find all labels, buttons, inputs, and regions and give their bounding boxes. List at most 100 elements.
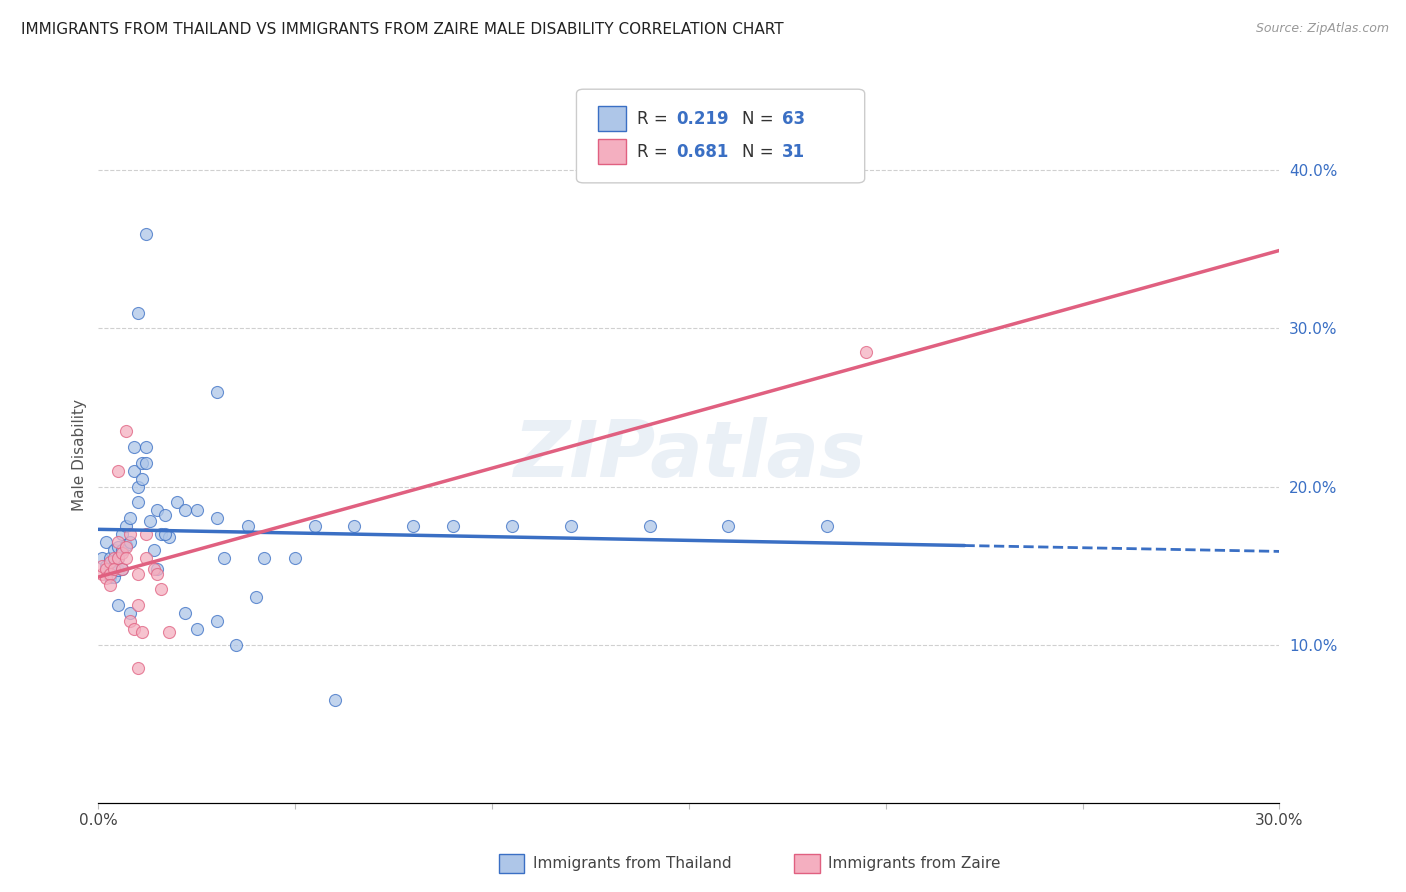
Text: R =: R = <box>637 143 673 161</box>
Text: 0.681: 0.681 <box>676 143 728 161</box>
Point <box>323 693 346 707</box>
Point <box>174 606 197 620</box>
Point <box>111 546 134 560</box>
Point <box>135 440 157 454</box>
Point <box>560 519 582 533</box>
Point <box>91 566 114 581</box>
Point <box>142 542 165 557</box>
Point <box>135 527 157 541</box>
Point <box>205 511 228 525</box>
Point <box>96 571 118 585</box>
Point <box>135 550 157 565</box>
Point <box>127 305 149 319</box>
Point <box>127 661 149 675</box>
Point <box>103 570 125 584</box>
Point <box>103 542 125 557</box>
Point <box>157 530 180 544</box>
Point <box>150 527 173 541</box>
Point <box>98 556 121 570</box>
Point <box>402 519 425 533</box>
Point <box>107 534 129 549</box>
Point <box>815 519 838 533</box>
Point <box>111 562 134 576</box>
Text: R =: R = <box>637 110 673 128</box>
Point <box>118 606 141 620</box>
Point <box>107 550 129 565</box>
Point <box>214 550 236 565</box>
Point <box>98 566 121 581</box>
Point <box>118 511 141 525</box>
Point <box>96 534 118 549</box>
Point <box>115 538 138 552</box>
Text: IMMIGRANTS FROM THAILAND VS IMMIGRANTS FROM ZAIRE MALE DISABILITY CORRELATION CH: IMMIGRANTS FROM THAILAND VS IMMIGRANTS F… <box>21 22 783 37</box>
Point <box>115 519 138 533</box>
Point <box>284 550 307 565</box>
Point <box>131 456 153 470</box>
Text: 63: 63 <box>782 110 804 128</box>
Text: N =: N = <box>742 143 779 161</box>
Point <box>205 384 228 399</box>
Text: 0.219: 0.219 <box>676 110 728 128</box>
Point <box>96 558 118 573</box>
Point <box>103 550 125 565</box>
Point <box>118 527 141 541</box>
Point <box>91 550 114 565</box>
Point <box>98 562 121 576</box>
Point <box>115 424 138 438</box>
Point <box>135 227 157 241</box>
Point <box>127 479 149 493</box>
Text: 31: 31 <box>782 143 804 161</box>
Point <box>253 550 276 565</box>
Point <box>122 622 145 636</box>
Point <box>107 598 129 612</box>
Point <box>131 625 153 640</box>
Text: Immigrants from Thailand: Immigrants from Thailand <box>533 856 731 871</box>
Point <box>146 503 169 517</box>
Point <box>91 558 114 573</box>
Point <box>205 614 228 628</box>
Point <box>118 534 141 549</box>
Point <box>174 503 197 517</box>
Point <box>115 540 138 554</box>
Point <box>111 542 134 557</box>
Point <box>441 519 464 533</box>
Point <box>98 550 121 565</box>
Point <box>118 614 141 628</box>
Text: Immigrants from Zaire: Immigrants from Zaire <box>828 856 1001 871</box>
Point <box>155 527 177 541</box>
Point <box>225 638 247 652</box>
Point <box>146 562 169 576</box>
Point <box>96 562 118 576</box>
Point <box>146 566 169 581</box>
Point <box>122 464 145 478</box>
Point <box>111 562 134 576</box>
Point <box>638 519 661 533</box>
Point <box>98 570 121 584</box>
Point <box>166 495 188 509</box>
Point <box>236 519 259 533</box>
Point <box>107 563 129 577</box>
Point <box>103 558 125 573</box>
Point <box>98 577 121 591</box>
Point <box>186 622 208 636</box>
Point <box>115 550 138 565</box>
Point <box>127 566 149 581</box>
Point <box>150 582 173 597</box>
Point <box>131 472 153 486</box>
Point <box>138 514 160 528</box>
Point <box>142 562 165 576</box>
Point <box>157 625 180 640</box>
Point <box>122 440 145 454</box>
Point <box>127 495 149 509</box>
Point <box>107 550 129 565</box>
Point <box>103 562 125 576</box>
Point <box>107 540 129 554</box>
Point <box>155 508 177 522</box>
Point <box>127 598 149 612</box>
Point <box>107 464 129 478</box>
Y-axis label: Male Disability: Male Disability <box>72 399 87 511</box>
Point <box>304 519 326 533</box>
Text: Source: ZipAtlas.com: Source: ZipAtlas.com <box>1256 22 1389 36</box>
Text: N =: N = <box>742 110 779 128</box>
Point <box>343 519 366 533</box>
